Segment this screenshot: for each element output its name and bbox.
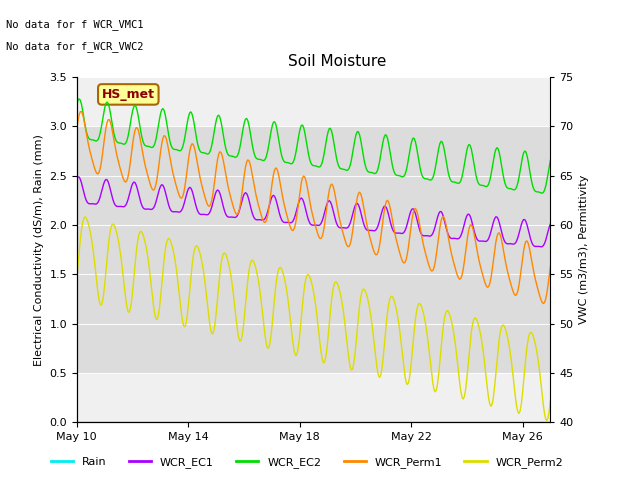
Y-axis label: VWC (m3/m3), Permittivity: VWC (m3/m3), Permittivity <box>579 175 589 324</box>
Y-axis label: Electrical Conductivity (dS/m), Rain (mm): Electrical Conductivity (dS/m), Rain (mm… <box>34 133 44 366</box>
Text: No data for f̲WCR̲VWC2: No data for f̲WCR̲VWC2 <box>6 41 144 52</box>
Legend: Rain, WCR_EC1, WCR_EC2, WCR_Perm1, WCR_Perm2: Rain, WCR_EC1, WCR_EC2, WCR_Perm1, WCR_P… <box>47 452 568 472</box>
Text: No data for f WCR_VMC1: No data for f WCR_VMC1 <box>6 19 144 30</box>
Title: Soil Moisture: Soil Moisture <box>288 54 387 69</box>
Text: HS_met: HS_met <box>102 88 155 101</box>
Bar <box>77 126 550 373</box>
